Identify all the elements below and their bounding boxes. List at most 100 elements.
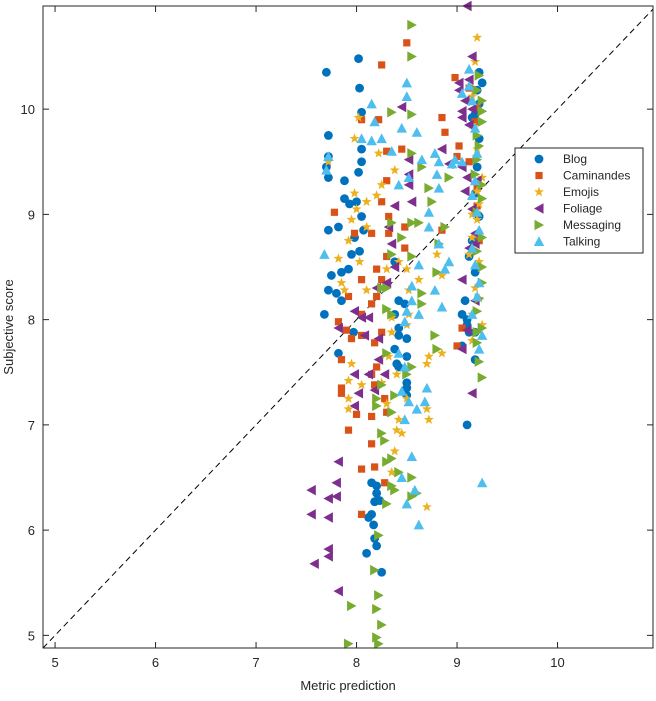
point-messaging-6 bbox=[424, 182, 434, 194]
point-talking-29 bbox=[429, 284, 441, 295]
point-foliage-40 bbox=[359, 330, 370, 341]
point-talking-4 bbox=[376, 133, 387, 144]
point-talking-52 bbox=[469, 122, 481, 133]
point-emojis-27 bbox=[391, 369, 402, 379]
point-emojis-35 bbox=[401, 393, 412, 403]
point-talking-22 bbox=[423, 207, 435, 217]
point-caminandes-44 bbox=[357, 510, 366, 518]
point-caminandes-9 bbox=[385, 212, 393, 221]
point-messaging-24 bbox=[390, 390, 400, 401]
point-talking-17 bbox=[321, 164, 332, 175]
point-foliage-34 bbox=[381, 277, 392, 288]
point-emojis-50 bbox=[472, 32, 483, 42]
point-blog-20 bbox=[355, 246, 364, 256]
point-caminandes-29 bbox=[337, 356, 346, 364]
x-axis-ticks: 5 6 7 8 9 10 bbox=[51, 6, 565, 670]
point-messaging-56 bbox=[477, 106, 488, 117]
point-messaging-16 bbox=[382, 303, 392, 315]
point-messaging-20 bbox=[402, 369, 412, 380]
point-messaging-18 bbox=[382, 348, 392, 359]
y-tick-label: 6 bbox=[28, 523, 35, 538]
point-talking-31 bbox=[413, 309, 425, 319]
point-emojis-4 bbox=[389, 164, 400, 175]
point-messaging-10 bbox=[387, 217, 397, 229]
point-talking-43 bbox=[406, 451, 418, 461]
point-caminandes-59 bbox=[453, 342, 461, 350]
point-caminandes-52 bbox=[453, 152, 461, 161]
point-blog-47 bbox=[402, 334, 412, 343]
point-emojis-2 bbox=[349, 133, 360, 143]
point-messaging-53 bbox=[444, 172, 454, 183]
point-caminandes-16 bbox=[373, 265, 381, 273]
point-blog-67 bbox=[470, 267, 480, 277]
point-emojis-34 bbox=[381, 398, 392, 409]
point-caminandes-50 bbox=[441, 128, 449, 136]
point-emojis-9 bbox=[376, 179, 387, 190]
point-talking-54 bbox=[469, 175, 481, 186]
point-messaging-15 bbox=[377, 282, 387, 294]
point-caminandes-6 bbox=[330, 208, 339, 216]
point-emojis-45 bbox=[423, 351, 434, 361]
point-messaging-73 bbox=[477, 372, 488, 383]
point-caminandes-42 bbox=[371, 463, 379, 471]
point-emojis-21 bbox=[393, 256, 404, 266]
point-talking-46 bbox=[409, 484, 421, 495]
point-talking-51 bbox=[466, 95, 478, 106]
point-caminandes-25 bbox=[378, 328, 386, 336]
point-talking-0 bbox=[366, 98, 377, 109]
legend: Blog Caminandes Emojis Foliage Messaging Talk… bbox=[514, 147, 644, 254]
point-messaging-57 bbox=[477, 116, 488, 127]
point-messaging-7 bbox=[427, 196, 437, 207]
point-messaging-5 bbox=[417, 161, 427, 173]
point-talking-9 bbox=[416, 154, 428, 165]
point-emojis-31 bbox=[343, 375, 354, 385]
point-emojis-7 bbox=[361, 196, 372, 206]
x-tick-label: 7 bbox=[252, 655, 259, 670]
point-blog-27 bbox=[337, 296, 346, 306]
point-foliage-26 bbox=[403, 154, 414, 165]
point-emojis-18 bbox=[381, 263, 392, 274]
point-foliage-54 bbox=[306, 484, 316, 496]
point-messaging-1 bbox=[407, 51, 417, 62]
point-messaging-72 bbox=[474, 356, 485, 367]
point-foliage-45 bbox=[369, 384, 380, 396]
point-caminandes-21 bbox=[373, 292, 381, 301]
point-emojis-3 bbox=[373, 148, 384, 158]
point-talking-55 bbox=[466, 190, 478, 200]
point-caminandes-13 bbox=[401, 223, 409, 231]
point-caminandes-49 bbox=[438, 113, 446, 122]
point-foliage-47 bbox=[349, 400, 360, 412]
legend-marker-blog bbox=[534, 154, 544, 164]
point-foliage-28 bbox=[403, 179, 414, 191]
point-messaging-54 bbox=[474, 70, 485, 81]
point-messaging-50 bbox=[432, 267, 442, 278]
point-foliage-41 bbox=[373, 333, 384, 344]
point-foliage-44 bbox=[379, 369, 390, 380]
point-talking-30 bbox=[436, 301, 448, 312]
point-foliage-46 bbox=[349, 369, 360, 380]
point-caminandes-30 bbox=[373, 363, 381, 371]
y-tick-label: 9 bbox=[28, 207, 35, 222]
point-caminandes-39 bbox=[381, 394, 389, 403]
point-talking-57 bbox=[473, 224, 485, 235]
point-talking-21 bbox=[393, 179, 404, 190]
point-emojis-59 bbox=[474, 256, 485, 266]
legend-item-emojis: Emojis bbox=[534, 185, 599, 199]
point-talking-33 bbox=[401, 306, 412, 316]
point-talking-15 bbox=[433, 156, 445, 167]
legend-item-talking: Talking bbox=[533, 235, 600, 249]
legend-item-messaging: Messaging bbox=[534, 218, 621, 232]
point-caminandes-48 bbox=[471, 118, 479, 126]
legend-box bbox=[514, 147, 644, 254]
point-blog-21 bbox=[347, 249, 356, 259]
point-messaging-46 bbox=[417, 288, 427, 299]
point-messaging-14 bbox=[382, 282, 392, 294]
point-foliage-32 bbox=[386, 238, 397, 250]
legend-marker-foliage bbox=[534, 203, 544, 214]
legend-label: Talking bbox=[563, 235, 600, 249]
point-messaging-71 bbox=[472, 337, 483, 348]
point-talking-53 bbox=[471, 148, 483, 158]
point-emojis-51 bbox=[470, 56, 481, 66]
